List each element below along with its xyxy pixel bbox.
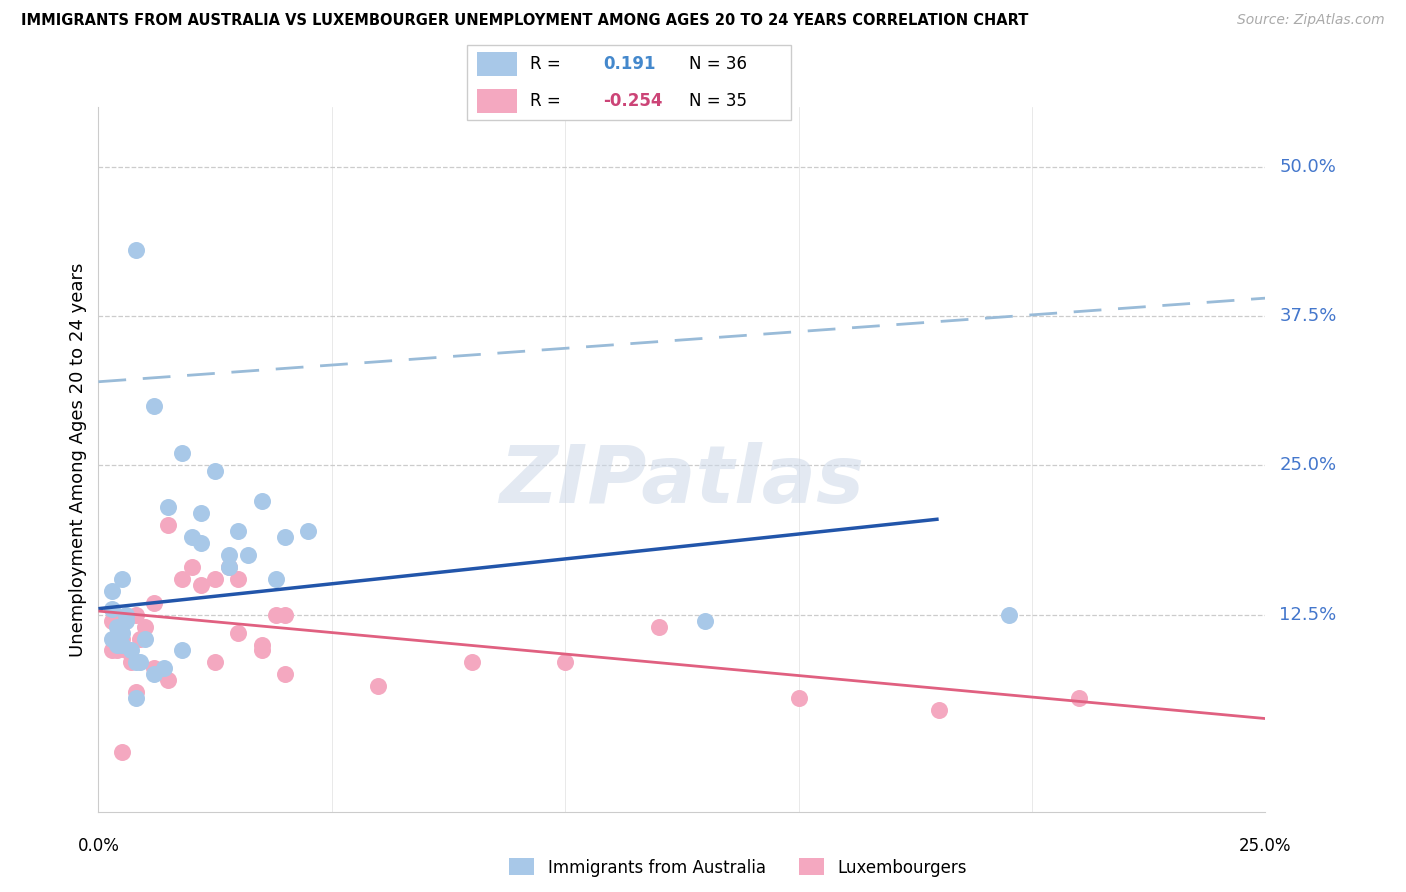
Point bbox=[172, 643, 194, 657]
Point bbox=[111, 745, 134, 759]
Point bbox=[111, 572, 134, 586]
Point bbox=[190, 578, 212, 592]
Y-axis label: Unemployment Among Ages 20 to 24 years: Unemployment Among Ages 20 to 24 years bbox=[69, 262, 87, 657]
FancyBboxPatch shape bbox=[467, 45, 792, 120]
Point bbox=[111, 632, 134, 646]
Point bbox=[228, 572, 250, 586]
Point bbox=[180, 530, 202, 544]
Point bbox=[111, 638, 134, 652]
Text: 37.5%: 37.5% bbox=[1279, 307, 1337, 325]
Point bbox=[125, 691, 148, 706]
Point bbox=[250, 638, 273, 652]
Text: 12.5%: 12.5% bbox=[1279, 606, 1337, 624]
Point bbox=[274, 607, 297, 622]
Point bbox=[250, 643, 273, 657]
Point bbox=[157, 673, 180, 688]
Text: Source: ZipAtlas.com: Source: ZipAtlas.com bbox=[1237, 13, 1385, 28]
Point bbox=[120, 643, 142, 657]
Text: 25.0%: 25.0% bbox=[1239, 837, 1292, 855]
Point bbox=[143, 596, 166, 610]
Point bbox=[787, 691, 810, 706]
Point bbox=[997, 607, 1019, 622]
Text: ZIPatlas: ZIPatlas bbox=[499, 442, 865, 519]
Point bbox=[461, 656, 484, 670]
Point bbox=[105, 619, 128, 633]
FancyBboxPatch shape bbox=[477, 52, 517, 77]
Point bbox=[134, 619, 156, 633]
Legend: Immigrants from Australia, Luxembourgers: Immigrants from Australia, Luxembourgers bbox=[503, 852, 973, 883]
Point bbox=[204, 656, 226, 670]
Point bbox=[928, 703, 950, 717]
Point bbox=[228, 524, 250, 538]
Point bbox=[172, 446, 194, 460]
Point bbox=[143, 399, 166, 413]
Point bbox=[125, 607, 148, 622]
Point bbox=[120, 656, 142, 670]
Point bbox=[367, 679, 389, 693]
Point bbox=[101, 632, 124, 646]
Text: 0.191: 0.191 bbox=[603, 55, 655, 73]
Point bbox=[1067, 691, 1090, 706]
Point bbox=[204, 572, 226, 586]
Point bbox=[204, 464, 226, 478]
Point bbox=[105, 643, 128, 657]
Point bbox=[228, 625, 250, 640]
Point bbox=[157, 518, 180, 533]
Text: N = 35: N = 35 bbox=[689, 92, 747, 110]
Point bbox=[101, 583, 124, 598]
Point bbox=[274, 530, 297, 544]
Text: 0.0%: 0.0% bbox=[77, 837, 120, 855]
Point bbox=[115, 607, 138, 622]
Point bbox=[218, 560, 240, 574]
Point bbox=[172, 572, 194, 586]
Point bbox=[101, 643, 124, 657]
Point bbox=[101, 601, 124, 615]
Text: R =: R = bbox=[530, 92, 561, 110]
Point bbox=[143, 661, 166, 675]
Point bbox=[264, 607, 287, 622]
Point bbox=[218, 560, 240, 574]
Point bbox=[101, 614, 124, 628]
Point bbox=[695, 614, 717, 628]
Point bbox=[180, 560, 202, 574]
Point bbox=[157, 500, 180, 515]
Point bbox=[111, 625, 134, 640]
Point bbox=[134, 632, 156, 646]
Point bbox=[554, 656, 576, 670]
Point bbox=[218, 548, 240, 562]
Text: 25.0%: 25.0% bbox=[1279, 457, 1337, 475]
Point bbox=[250, 494, 273, 508]
Point bbox=[190, 536, 212, 550]
Point bbox=[125, 656, 148, 670]
Point bbox=[143, 667, 166, 681]
Text: R =: R = bbox=[530, 55, 561, 73]
Text: 50.0%: 50.0% bbox=[1279, 158, 1336, 176]
Point bbox=[190, 506, 212, 520]
Point bbox=[274, 667, 297, 681]
Point bbox=[105, 638, 128, 652]
Text: -0.254: -0.254 bbox=[603, 92, 662, 110]
Text: IMMIGRANTS FROM AUSTRALIA VS LUXEMBOURGER UNEMPLOYMENT AMONG AGES 20 TO 24 YEARS: IMMIGRANTS FROM AUSTRALIA VS LUXEMBOURGE… bbox=[21, 13, 1028, 29]
Point bbox=[115, 643, 138, 657]
FancyBboxPatch shape bbox=[477, 88, 517, 112]
Point bbox=[236, 548, 259, 562]
Point bbox=[264, 572, 287, 586]
Text: N = 36: N = 36 bbox=[689, 55, 747, 73]
Point bbox=[115, 614, 138, 628]
Point bbox=[125, 244, 148, 258]
Point bbox=[152, 661, 174, 675]
Point bbox=[297, 524, 319, 538]
Point bbox=[125, 685, 148, 699]
Point bbox=[129, 632, 152, 646]
Point bbox=[129, 656, 152, 670]
Point bbox=[647, 619, 669, 633]
